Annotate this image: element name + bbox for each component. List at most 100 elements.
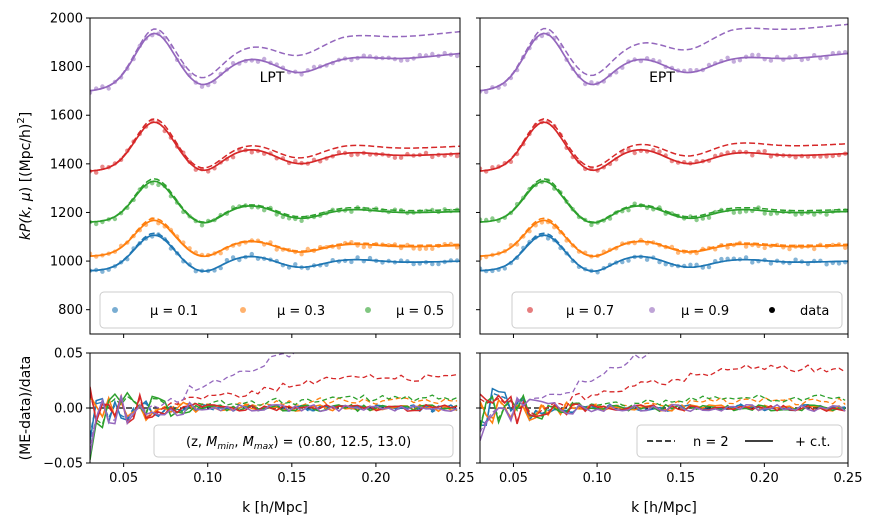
data-point-lpt-mu09 <box>299 72 304 77</box>
data-point-lpt-mu01 <box>249 251 254 257</box>
ytick-label-top-1000: 1000 <box>50 255 83 270</box>
data-point-lpt-mu01 <box>355 255 360 260</box>
ytick-label-top-800: 800 <box>58 303 83 318</box>
curve-n2-ept-mu09 <box>480 23 848 92</box>
data-point-ept-mu01 <box>750 260 755 265</box>
data-point-lpt-mu01 <box>230 255 236 260</box>
residual-n2-right-mu07 <box>480 364 846 424</box>
data-point-lpt-mu07 <box>349 152 354 158</box>
data-point-ept-mu01 <box>743 255 749 260</box>
ylabel-top-pre: kP(k, <box>18 201 34 240</box>
legend-bottom-right: n = 2 + c.t. <box>636 424 843 458</box>
data-point-lpt-mu05 <box>299 218 304 223</box>
ytick-label-top-2000: 2000 <box>50 12 83 27</box>
xtick-label-0.10: 0.10 <box>583 471 612 486</box>
data-point-lpt-mu09 <box>311 64 317 70</box>
data-point-lpt-mu05 <box>349 209 354 214</box>
annotation-lpt: LPT <box>260 70 285 86</box>
legend-label-ct: + c.t. <box>795 435 831 450</box>
data-point-lpt-mu07 <box>430 154 435 160</box>
legend-top-left: μ = 0.1 μ = 0.3 μ = 0.5 <box>99 291 454 329</box>
legend-top-right: μ = 0.7 μ = 0.9 data <box>511 291 843 329</box>
ytick-label-top-1200: 1200 <box>50 206 83 221</box>
legend-marker-mu09 <box>649 307 655 313</box>
legend-label-mu07: μ = 0.7 <box>566 304 614 319</box>
data-point-ept-mu01 <box>719 256 724 262</box>
data-point-lpt-mu01 <box>349 259 354 265</box>
legend-marker-mu01 <box>112 307 118 313</box>
legend-label-mu05: μ = 0.5 <box>396 304 444 319</box>
params-text-pre: (z, <box>186 435 206 450</box>
data-point-ept-mu09 <box>725 55 730 60</box>
curve-ct-ept-mu03 <box>480 219 848 258</box>
xtick-label-0.25: 0.25 <box>834 471 863 486</box>
data-point-ept-mu05 <box>490 216 495 221</box>
residual-ct-left-mu07 <box>90 386 458 425</box>
data-point-lpt-mu09 <box>398 58 404 63</box>
curve-ct-lpt-mu05 <box>90 180 460 224</box>
panel-top-right-data <box>480 23 848 275</box>
data-point-lpt-mu05 <box>199 223 205 228</box>
data-point-ept-mu05 <box>694 217 699 223</box>
curve-n2-lpt-mu01 <box>90 232 460 272</box>
data-point-ept-mu05 <box>589 222 594 228</box>
data-point-ept-mu03 <box>743 244 749 249</box>
data-point-lpt-mu07 <box>249 150 254 155</box>
xtick-label-0.25: 0.25 <box>446 471 475 486</box>
data-point-lpt-mu01 <box>367 255 373 261</box>
xtick-label-0.05: 0.05 <box>109 471 138 486</box>
xtick-label-0.20: 0.20 <box>750 471 779 486</box>
data-point-lpt-mu03 <box>274 247 279 252</box>
data-point-lpt-mu01 <box>411 261 416 267</box>
data-point-ept-mu07 <box>762 149 767 154</box>
xtick-label-0.10: 0.10 <box>193 471 222 486</box>
data-point-ept-mu09 <box>793 53 798 59</box>
ylabel-top-post: ) [(Mpc/h) <box>18 124 34 193</box>
data-point-ept-mu03 <box>787 246 792 252</box>
curve-ct-lpt-mu09 <box>90 32 460 92</box>
ytick-label-bottom-0.05: 0.05 <box>54 347 83 362</box>
residual-n2-left-mu09 <box>90 353 295 445</box>
legend-marker-mu03 <box>240 307 246 313</box>
data-point-ept-mu05 <box>731 210 736 215</box>
data-point-ept-mu03 <box>843 245 848 250</box>
curve-n2-lpt-mu09 <box>90 28 460 92</box>
data-point-lpt-mu03 <box>299 252 304 257</box>
legend-marker-mu07 <box>527 307 533 313</box>
data-point-ept-mu05 <box>793 212 798 217</box>
data-point-ept-mu09 <box>688 68 693 73</box>
data-point-ept-mu05 <box>824 212 829 217</box>
data-point-ept-mu05 <box>626 208 631 213</box>
curve-ct-ept-mu07 <box>480 121 848 172</box>
data-point-ept-mu03 <box>812 246 817 252</box>
data-point-ept-mu01 <box>644 257 650 262</box>
data-point-ept-mu09 <box>731 59 736 64</box>
params-text-post: ) = (0.80, 12.5, 13.0) <box>273 435 411 450</box>
xtick-label-0.20: 0.20 <box>361 471 390 486</box>
xtick-label-0.05: 0.05 <box>499 471 528 486</box>
legend-label-mu09: μ = 0.9 <box>681 304 729 319</box>
annotation-ept: EPT <box>649 70 675 86</box>
data-point-lpt-mu03 <box>417 246 422 252</box>
curve-ct-lpt-mu07 <box>90 121 460 172</box>
data-point-lpt-mu09 <box>430 51 435 57</box>
data-point-lpt-mu01 <box>293 262 298 267</box>
curve-n2-ept-mu07 <box>480 118 848 172</box>
data-point-lpt-mu03 <box>430 246 435 251</box>
data-point-ept-mu09 <box>824 55 829 60</box>
legend-label-mu01: μ = 0.1 <box>150 304 198 319</box>
data-point-ept-mu07 <box>632 150 637 156</box>
data-point-ept-mu01 <box>688 262 693 267</box>
data-point-ept-mu03 <box>480 256 483 261</box>
data-point-ept-mu09 <box>737 58 743 63</box>
curve-n2-lpt-mu03 <box>90 217 460 257</box>
data-point-ept-mu01 <box>793 257 798 262</box>
panel-bottom-right-data <box>480 353 848 442</box>
curve-ct-ept-mu01 <box>480 234 848 273</box>
ytick-label-top-1400: 1400 <box>50 157 83 172</box>
data-point-lpt-mu05 <box>94 221 99 227</box>
ylabel-top: kP(k, μ) [(Mpc/h)2] <box>16 112 34 240</box>
curve-ct-ept-mu05 <box>480 180 848 224</box>
data-point-lpt-mu09 <box>199 84 205 89</box>
data-point-ept-mu01 <box>768 261 774 266</box>
